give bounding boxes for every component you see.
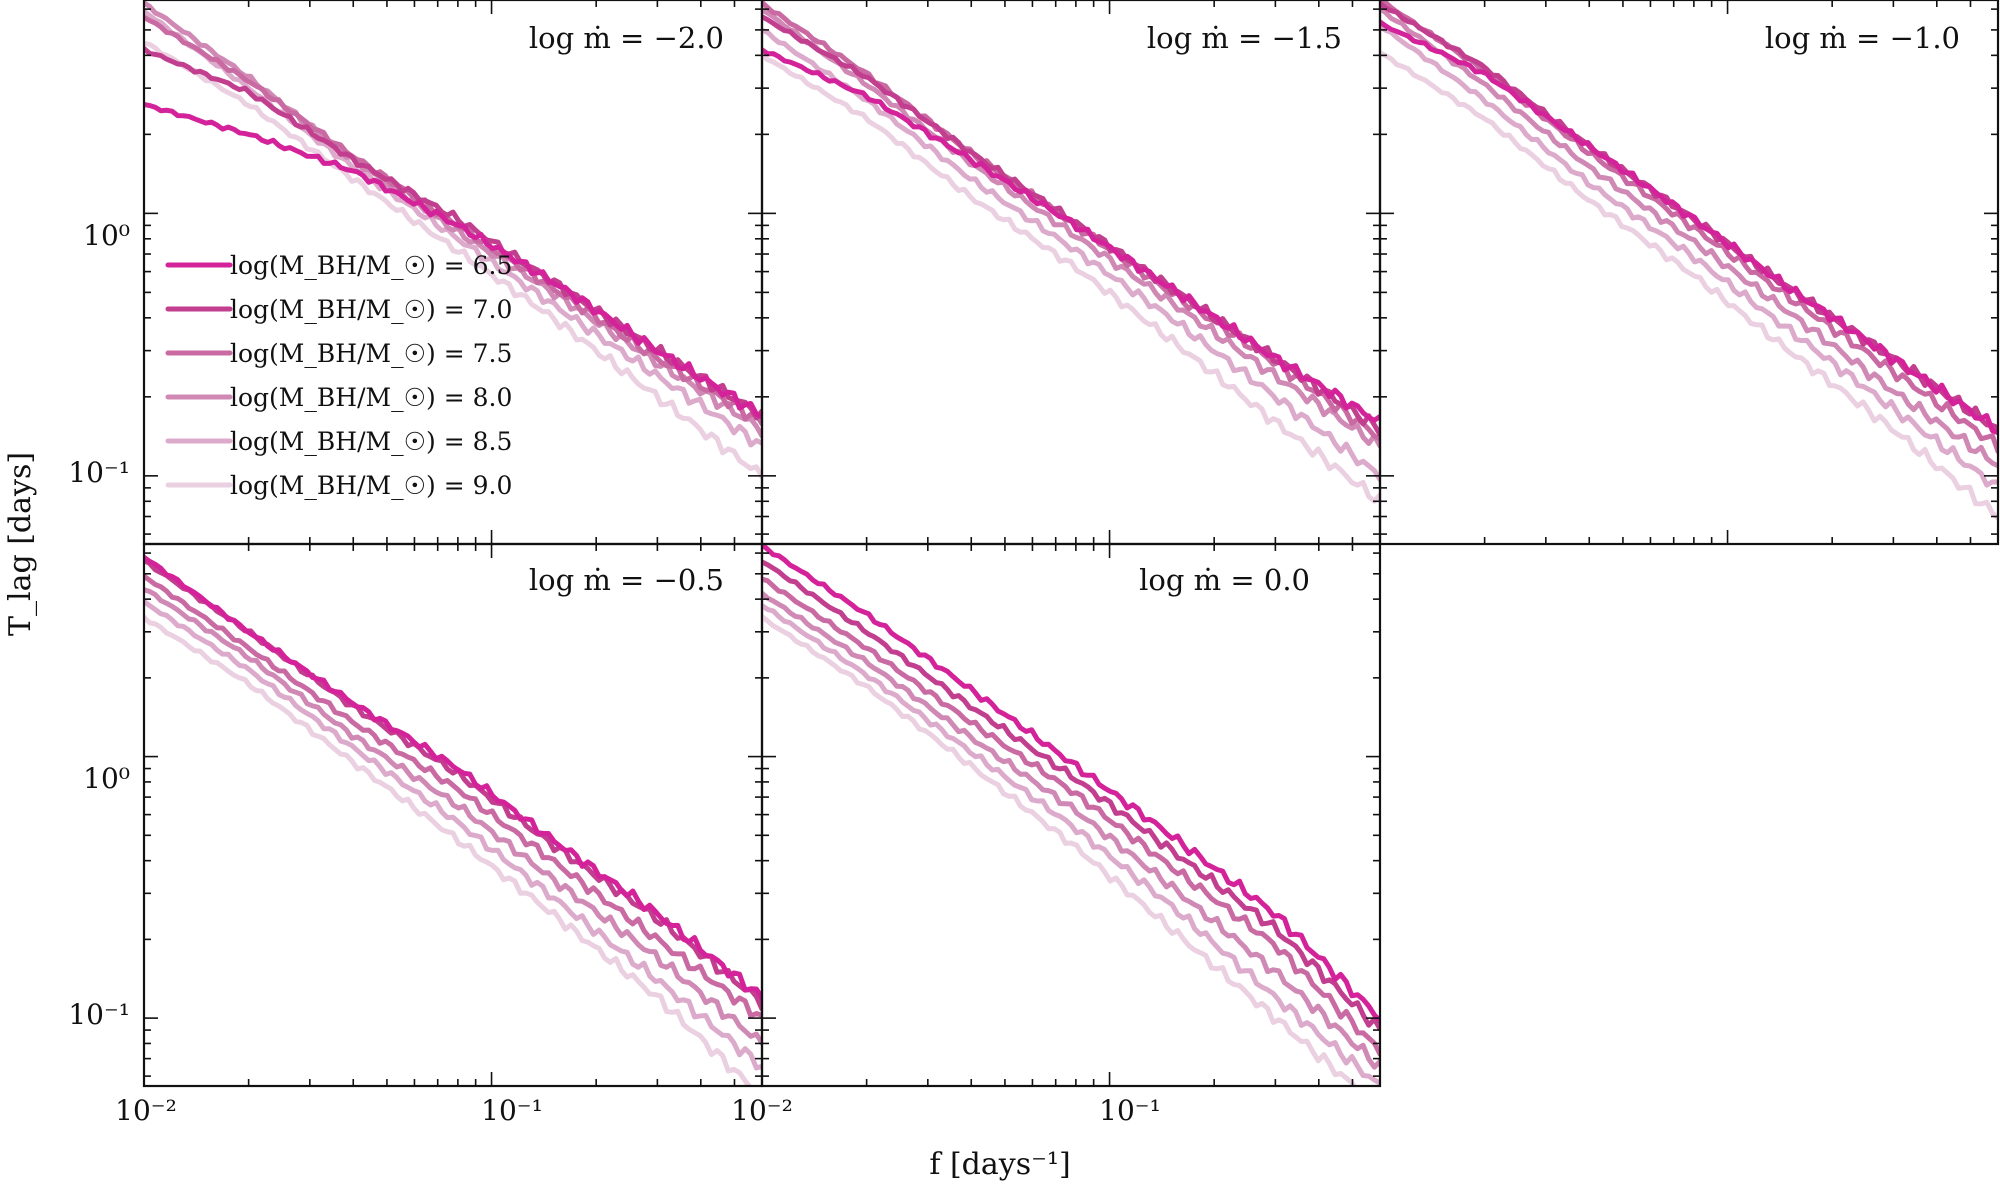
series-line-4 — [762, 590, 1380, 1070]
series-line-1 — [1380, 19, 1998, 436]
panel-title: log ṁ = −2.0 — [529, 21, 724, 55]
panel-frame — [1378, 0, 2000, 546]
legend-label-4: log(M_BH/M_☉) = 8.0 — [230, 383, 512, 412]
x-tick-label-0.1-mid: 10⁻¹ — [1099, 1094, 1161, 1127]
series-line-6 — [144, 40, 762, 480]
series-line-4 — [762, 7, 1380, 449]
y-tick-label-top-1: 10⁰ — [83, 219, 130, 252]
series-line-3 — [762, 576, 1380, 1057]
y-tick-label-top-0.1: 10⁻¹ — [68, 456, 130, 489]
series-line-4 — [144, 0, 762, 439]
x-axis-label: f [days⁻¹] — [929, 1147, 1070, 1182]
series-line-1 — [762, 47, 1380, 423]
legend-label-1: log(M_BH/M_☉) = 6.5 — [230, 251, 512, 280]
panel-title: log ṁ = −1.0 — [1765, 21, 1960, 55]
series-line-6 — [1380, 50, 1998, 521]
series-line-5 — [144, 598, 762, 1071]
y-tick-label-bottom-0.1: 10⁻¹ — [68, 998, 130, 1031]
panel-mdot-minus-0-5: log ṁ = −0.5 — [142, 542, 764, 1088]
panel-frame — [760, 542, 1382, 1088]
x-tick-label-0.01-left: 10⁻² — [115, 1094, 177, 1127]
legend-label-2: log(M_BH/M_☉) = 7.0 — [230, 295, 512, 324]
panel-mdot-minus-1-0: log ṁ = −1.0 — [1378, 0, 2000, 546]
series-line-4 — [144, 587, 762, 1046]
legend-label-6: log(M_BH/M_☉) = 9.0 — [230, 471, 512, 500]
panel-mdot-0-0: log ṁ = 0.0 — [760, 542, 1382, 1088]
series-line-6 — [762, 614, 1357, 1086]
series-line-4 — [1380, 6, 1998, 469]
x-tick-label-0.01-mid: 10⁻² — [731, 1094, 793, 1127]
series-line-5 — [762, 27, 1380, 483]
series-line-1 — [144, 554, 762, 1001]
legend: log(M_BH/M_☉) = 6.5 log(M_BH/M_☉) = 7.0 lo… — [165, 251, 512, 500]
series-line-1 — [144, 101, 762, 420]
panel-title: log ṁ = −1.5 — [1147, 21, 1342, 55]
legend-label-3: log(M_BH/M_☉) = 7.5 — [230, 339, 512, 368]
y-axis-label: T_lag [days] — [3, 452, 38, 636]
series-line-6 — [762, 52, 1380, 504]
panel-title: log ṁ = −0.5 — [529, 563, 724, 597]
panel-frame — [760, 0, 1382, 546]
series-line-2 — [144, 46, 762, 421]
y-tick-label-bottom-1: 10⁰ — [83, 762, 130, 795]
series-line-2 — [762, 559, 1380, 1032]
panel-mdot-minus-1-5: log ṁ = −1.5 — [760, 0, 1382, 546]
legend-label-5: log(M_BH/M_☉) = 8.5 — [230, 427, 512, 456]
series-line-6 — [144, 614, 753, 1086]
series-line-3 — [144, 573, 762, 1019]
x-tick-label-0.1-left: 10⁻¹ — [481, 1094, 543, 1127]
panel-title: log ṁ = 0.0 — [1139, 563, 1310, 597]
series-line-5 — [762, 603, 1380, 1086]
series-line-5 — [1380, 23, 1998, 488]
series-line-1 — [762, 544, 1380, 1024]
